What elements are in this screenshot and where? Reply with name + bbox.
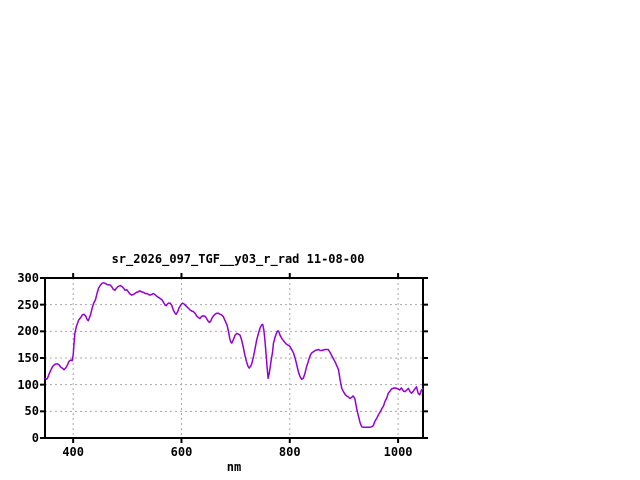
y-tick-label: 150 — [17, 351, 39, 365]
plot-border — [44, 277, 424, 439]
y-tick-label: 300 — [17, 271, 39, 285]
y-tick-label: 50 — [24, 404, 39, 419]
x-tick-label: 1000 — [383, 445, 413, 459]
y-tick-label: 250 — [17, 297, 39, 312]
x-tick-label: 600 — [170, 445, 193, 459]
y-tick-label: 100 — [17, 377, 39, 392]
y-tick-label: 0 — [31, 431, 39, 445]
chart-title: sr_2026_097_TGF__y03_r_rad 11-08-00 — [111, 252, 365, 266]
x-axis-label: nm — [226, 460, 242, 474]
x-tick-label: 400 — [62, 445, 84, 459]
data-curve — [44, 282, 424, 429]
x-tick-label: 800 — [278, 445, 301, 459]
y-tick-label: 200 — [17, 324, 39, 339]
